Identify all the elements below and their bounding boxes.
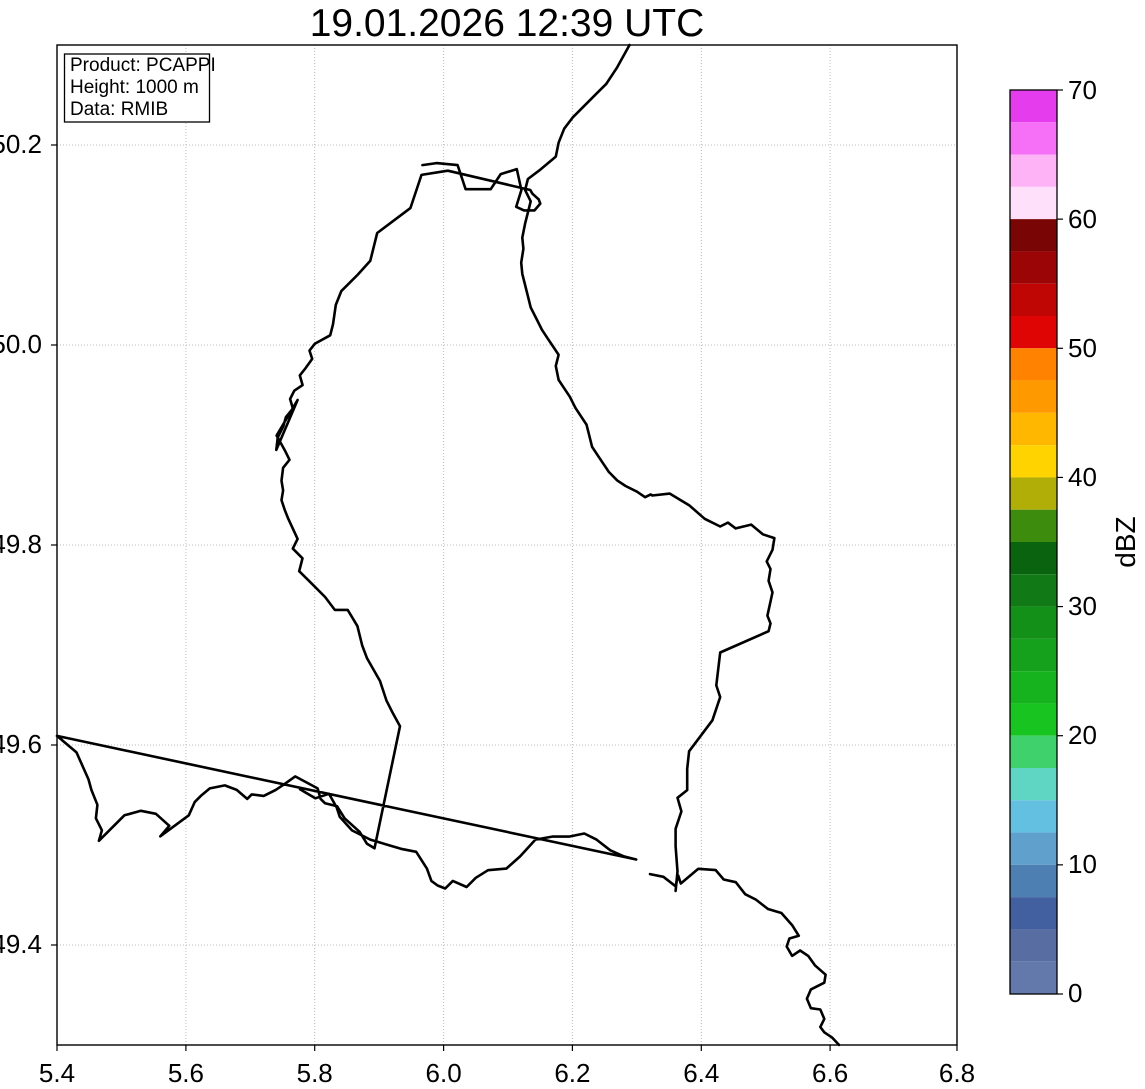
svg-text:70: 70 (1068, 75, 1097, 105)
svg-text:Product: PCAPPI: Product: PCAPPI (70, 55, 216, 76)
svg-text:5.8: 5.8 (297, 1058, 333, 1084)
svg-text:30: 30 (1068, 591, 1097, 621)
svg-text:0: 0 (1068, 978, 1082, 1008)
svg-text:10: 10 (1068, 849, 1097, 879)
svg-text:6.4: 6.4 (683, 1058, 719, 1084)
svg-text:6.6: 6.6 (812, 1058, 848, 1084)
svg-text:Data: RMIB: Data: RMIB (70, 99, 168, 120)
svg-text:49.6: 49.6 (0, 729, 42, 759)
svg-text:60: 60 (1068, 204, 1097, 234)
svg-text:50: 50 (1068, 333, 1097, 363)
svg-text:Height: 1000 m: Height: 1000 m (70, 77, 199, 98)
svg-text:49.8: 49.8 (0, 529, 42, 559)
svg-text:5.4: 5.4 (39, 1058, 75, 1084)
svg-text:40: 40 (1068, 462, 1097, 492)
svg-text:20: 20 (1068, 720, 1097, 750)
svg-text:6.8: 6.8 (939, 1058, 975, 1084)
svg-text:6.2: 6.2 (554, 1058, 590, 1084)
svg-text:49.4: 49.4 (0, 929, 42, 959)
svg-text:dBZ: dBZ (1110, 516, 1141, 567)
svg-text:50.0: 50.0 (0, 329, 42, 359)
svg-text:5.6: 5.6 (168, 1058, 204, 1084)
svg-text:50.2: 50.2 (0, 129, 42, 159)
svg-text:6.0: 6.0 (426, 1058, 462, 1084)
